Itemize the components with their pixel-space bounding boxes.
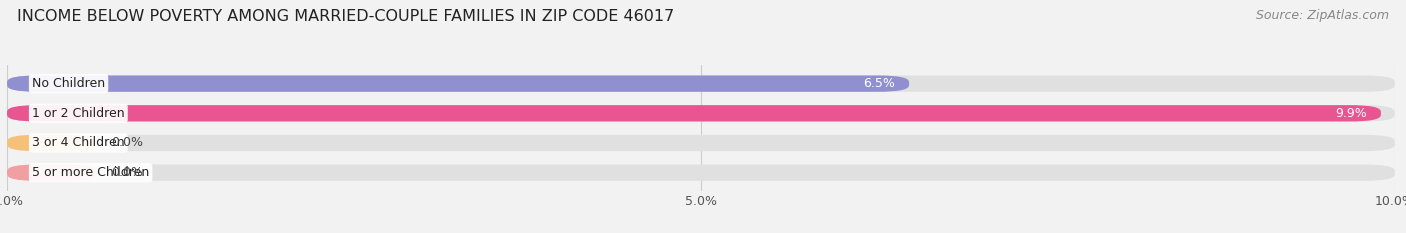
Text: No Children: No Children <box>32 77 105 90</box>
FancyBboxPatch shape <box>7 105 1381 121</box>
Text: 3 or 4 Children: 3 or 4 Children <box>32 137 125 150</box>
FancyBboxPatch shape <box>7 164 1395 181</box>
Text: Source: ZipAtlas.com: Source: ZipAtlas.com <box>1256 9 1389 22</box>
Text: 0.0%: 0.0% <box>111 137 143 150</box>
Text: 9.9%: 9.9% <box>1336 107 1367 120</box>
FancyBboxPatch shape <box>7 75 1395 92</box>
FancyBboxPatch shape <box>7 75 910 92</box>
Text: INCOME BELOW POVERTY AMONG MARRIED-COUPLE FAMILIES IN ZIP CODE 46017: INCOME BELOW POVERTY AMONG MARRIED-COUPL… <box>17 9 673 24</box>
Text: 1 or 2 Children: 1 or 2 Children <box>32 107 125 120</box>
FancyBboxPatch shape <box>7 105 1395 121</box>
Text: 6.5%: 6.5% <box>863 77 896 90</box>
FancyBboxPatch shape <box>7 135 97 151</box>
FancyBboxPatch shape <box>7 164 97 181</box>
Text: 5 or more Children: 5 or more Children <box>32 166 149 179</box>
FancyBboxPatch shape <box>7 135 1395 151</box>
Text: 0.0%: 0.0% <box>111 166 143 179</box>
